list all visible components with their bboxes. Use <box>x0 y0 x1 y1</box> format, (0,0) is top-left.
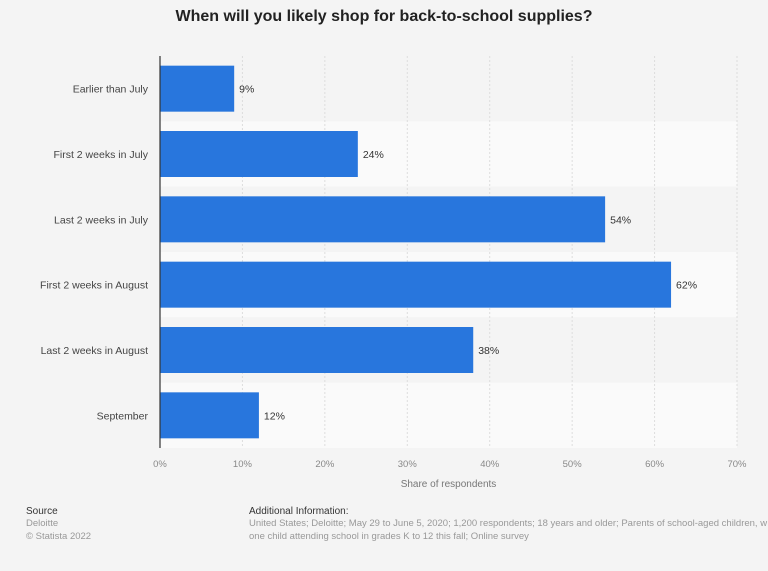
x-tick-label: 10% <box>233 459 253 470</box>
y-category-label: First 2 weeks in August <box>40 280 148 292</box>
row-band <box>160 56 737 122</box>
y-category-label: September <box>97 410 149 422</box>
x-tick-label: 0% <box>153 459 167 470</box>
y-category-label: Last 2 weeks in July <box>54 214 149 226</box>
info-line: one child attending school in grades K t… <box>249 531 529 542</box>
bar <box>160 131 358 177</box>
chart-title: When will you likely shop for back-to-sc… <box>175 8 593 25</box>
x-tick-label: 70% <box>727 459 747 470</box>
info-line: United States; Deloitte; May 29 to June … <box>249 518 768 529</box>
info-heading: Additional Information: <box>249 506 349 517</box>
source-block: Source Deloitte © Statista 2022 <box>26 506 91 543</box>
x-axis-label: Share of respondents <box>401 479 497 490</box>
data-label: 24% <box>363 149 384 161</box>
data-label: 9% <box>239 84 254 96</box>
bar <box>160 392 259 439</box>
y-category-label: Earlier than July <box>73 84 149 96</box>
data-label: 38% <box>478 345 499 357</box>
y-category-label: First 2 weeks in July <box>53 149 148 161</box>
y-category-label: Last 2 weeks in August <box>41 345 148 357</box>
bar-chart: 0% 10% 20% 30% 40% 50% 60% 70% Share of responde… <box>40 56 747 490</box>
bar <box>160 261 672 308</box>
data-label: 54% <box>610 214 631 226</box>
source-line: Deloitte <box>26 518 59 529</box>
bar <box>160 65 235 112</box>
bar <box>160 327 474 373</box>
bar <box>160 196 606 243</box>
x-tick-label: 50% <box>563 459 583 470</box>
data-label: 62% <box>676 280 697 292</box>
source-heading: Source <box>26 506 58 517</box>
x-tick-label: 60% <box>645 459 665 470</box>
data-label: 12% <box>264 410 285 422</box>
x-tick-label: 30% <box>398 459 418 470</box>
additional-info-block: Additional Information: United States; D… <box>249 506 768 543</box>
x-tick-label: 40% <box>480 459 500 470</box>
copyright-line: © Statista 2022 <box>26 531 92 542</box>
x-tick-label: 20% <box>315 459 335 470</box>
